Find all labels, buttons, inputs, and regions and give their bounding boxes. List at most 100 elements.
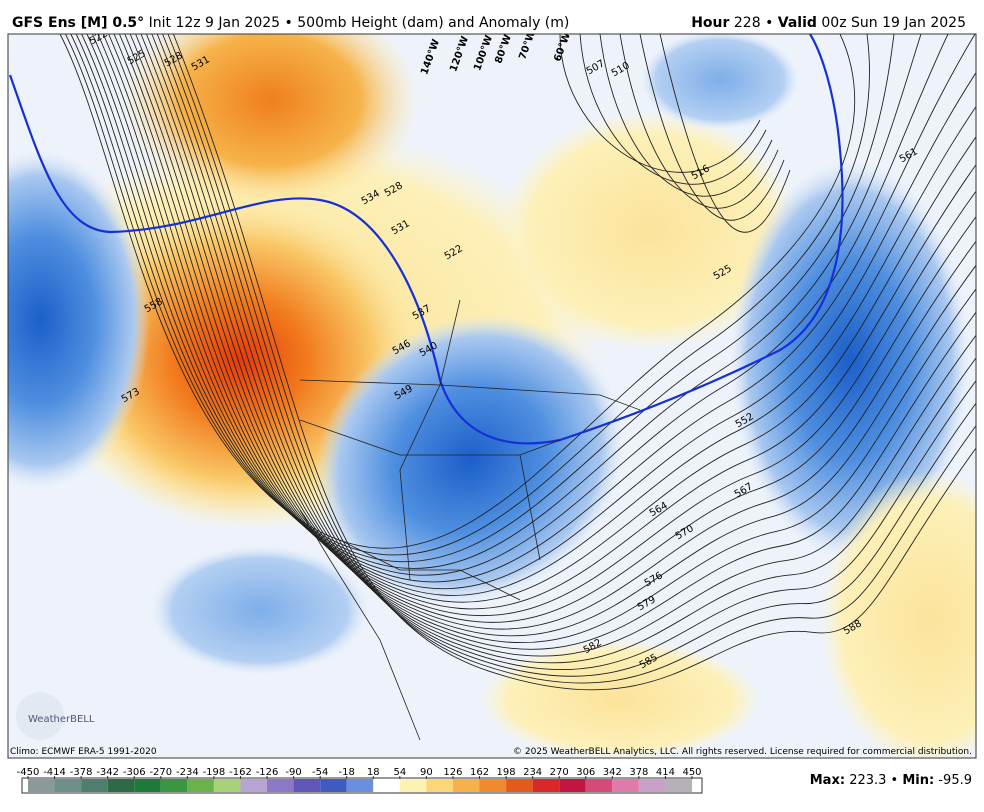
colorbar-swatch [452, 779, 480, 792]
separator: • [285, 15, 293, 31]
contour-line [70, 34, 895, 563]
colorbar-tick-label: 126 [443, 767, 462, 778]
colorbar-tick-label: -198 [203, 767, 226, 778]
colorbar-swatch [293, 779, 321, 792]
contour-line [108, 34, 976, 610]
colorbar-tick-label: 90 [420, 767, 433, 778]
colorbar-tick-label: 270 [550, 767, 569, 778]
copyright: © 2025 WeatherBELL Analytics, LLC. All r… [513, 747, 972, 757]
contour-line [140, 34, 976, 650]
colorbar-swatch [320, 779, 347, 792]
separator: • [891, 773, 899, 788]
colorbar-swatch [559, 779, 586, 792]
colorbar-swatch [240, 779, 268, 792]
min-label: Min: [902, 773, 934, 788]
colorbar-tick-label: -90 [285, 767, 301, 778]
anomaly-area [820, 470, 976, 758]
colorbar-swatch [107, 779, 135, 792]
colorbar-tick-label: 162 [470, 767, 489, 778]
contour-line [124, 34, 976, 630]
colorbar-tick-label: 306 [576, 767, 595, 778]
boundaries [299, 299, 641, 741]
colorbar: -450 -414 -378 -342 -306 -270 -234 -198 -162 -126… [17, 767, 703, 794]
colorbar-tick-label: 450 [682, 767, 701, 778]
contour-line [64, 34, 870, 556]
colorbar-tick-label: -234 [176, 767, 199, 778]
contours [59, 34, 976, 691]
init: Init 12z 9 Jan 2025 [149, 15, 280, 31]
colorbar-tick-label: 18 [367, 767, 380, 778]
contour-line [599, 34, 773, 197]
contour-line [113, 34, 976, 617]
map-frame [7, 33, 977, 759]
anomaly-area [150, 545, 370, 675]
colorbar-swatch [532, 779, 560, 792]
contour-line [86, 34, 976, 583]
contour-line [135, 34, 976, 643]
hour-label: Hour [691, 15, 729, 31]
colorbar-tick-label: 342 [603, 767, 622, 778]
colorbar-tick-label: -450 [17, 767, 40, 778]
contour-line [59, 34, 856, 549]
colorbar-swatch [585, 779, 613, 792]
max-min: Max: 223.3 • Min: -95.9 [810, 773, 972, 788]
colorbar-swatch [399, 779, 427, 792]
valid-label: Valid [778, 15, 817, 31]
colorbar-tick-label: 414 [656, 767, 675, 778]
contour-line [579, 34, 767, 185]
product: 500mb Height (dam) and Anomaly (m) [297, 15, 569, 31]
contour-line [167, 34, 976, 684]
colorbar-tick-label: -342 [96, 767, 119, 778]
colorbar-tick-label: -54 [312, 767, 328, 778]
colorbar-swatch [213, 779, 241, 792]
colorbar-tick-label: -162 [229, 767, 252, 778]
header-right: Hour 228 • Valid 00z Sun 19 Jan 2025 [691, 15, 966, 31]
contour-line [145, 34, 976, 657]
colorbar-swatch [134, 779, 161, 792]
model: GFS Ens [M] 0.5° [12, 15, 144, 31]
contour-line [156, 34, 976, 670]
contour-line [162, 34, 976, 677]
colorbar-tick-label: 378 [629, 767, 648, 778]
contour-line [102, 34, 976, 603]
contour-line [172, 34, 976, 691]
colorbar-swatch [187, 779, 214, 792]
contour-line [91, 34, 976, 589]
colorbar-tick-label: -270 [149, 767, 172, 778]
contour-line [118, 34, 976, 623]
anomaly-area [314, 314, 626, 606]
colorbar-tick-label: 198 [497, 767, 516, 778]
anomaly-area [730, 160, 970, 560]
logo-mark [16, 692, 64, 740]
colorbar-swatch [506, 779, 533, 792]
separator: • [765, 15, 773, 31]
contour-552 [8, 34, 844, 445]
climo: Climo: ECMWF ERA-5 1991-2020 [10, 747, 157, 757]
anomaly-area [120, 34, 420, 210]
colorbar-swatch [81, 779, 108, 792]
anomaly-area [480, 640, 760, 758]
colorbar-swatch [665, 779, 692, 792]
header-left: GFS Ens [M] 0.5° Init 12z 9 Jan 2025 • 5… [12, 15, 569, 31]
hour: 228 [734, 15, 761, 31]
contour-line [97, 34, 976, 596]
contour-line [639, 34, 785, 221]
colorbar-swatch [373, 779, 400, 792]
colorbar-swatch [267, 779, 294, 792]
logo: WeatherBELL [28, 714, 95, 725]
colorbar-tick-label: -306 [123, 767, 146, 778]
colorbar-tick-label: -18 [339, 767, 355, 778]
colorbar-swatch [54, 779, 82, 792]
colorbar-swatch [426, 779, 453, 792]
colorbar-swatch [160, 779, 188, 792]
colorbar-swatch [612, 779, 639, 792]
contour-line [81, 34, 949, 576]
colorbar-swatch [28, 779, 55, 792]
contour-line [151, 34, 976, 664]
anomaly-area [8, 150, 150, 490]
contour-line [659, 34, 791, 233]
colorbar-tick-label: -126 [256, 767, 279, 778]
contour-line [75, 34, 922, 569]
contour-line [129, 34, 976, 637]
